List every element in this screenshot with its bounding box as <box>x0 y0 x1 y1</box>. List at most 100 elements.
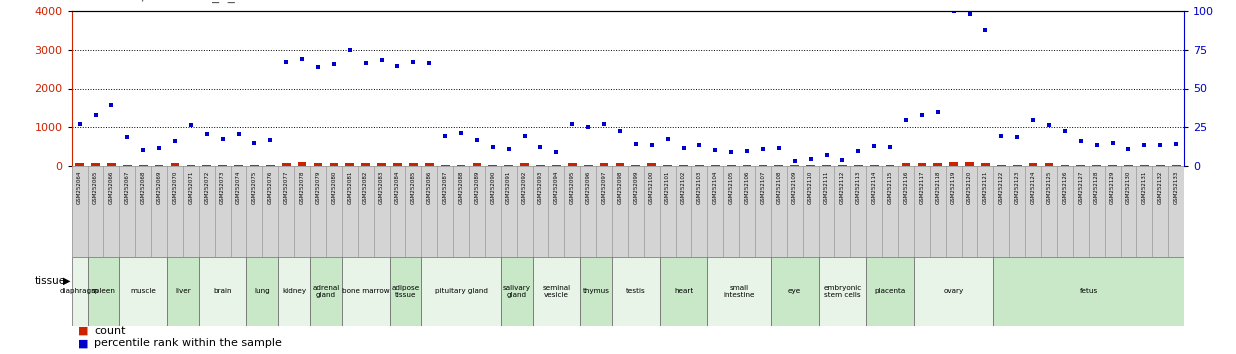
Bar <box>632 165 640 166</box>
Text: GSM252091: GSM252091 <box>507 171 512 204</box>
Point <box>1119 146 1138 152</box>
Point <box>928 109 948 115</box>
Bar <box>1028 163 1037 166</box>
Bar <box>854 165 863 166</box>
Text: fetus: fetus <box>1079 288 1098 294</box>
Text: GSM252102: GSM252102 <box>681 171 686 204</box>
Text: GSM252118: GSM252118 <box>936 171 941 204</box>
Text: GSM252098: GSM252098 <box>618 171 623 204</box>
Point <box>722 149 742 154</box>
Bar <box>1012 165 1022 166</box>
Point <box>912 112 932 118</box>
Point <box>1007 134 1027 139</box>
Text: GSM252130: GSM252130 <box>1126 171 1131 204</box>
Text: GSM252072: GSM252072 <box>204 171 209 204</box>
Point <box>388 63 408 69</box>
Point <box>514 133 534 139</box>
Bar <box>154 165 163 166</box>
Bar <box>91 163 100 166</box>
Bar <box>536 165 545 166</box>
Text: GSM252075: GSM252075 <box>252 171 257 204</box>
Bar <box>1172 165 1180 166</box>
Point <box>817 153 837 158</box>
Text: GSM252073: GSM252073 <box>220 171 225 204</box>
Text: GSM252113: GSM252113 <box>855 171 860 204</box>
Bar <box>310 257 342 326</box>
Bar <box>822 165 831 166</box>
Point <box>245 140 265 146</box>
Text: GSM252112: GSM252112 <box>840 171 845 204</box>
Bar <box>994 257 1184 326</box>
Point <box>801 156 821 161</box>
Bar <box>167 257 199 326</box>
Point <box>261 137 281 143</box>
Point <box>166 139 185 144</box>
Point <box>1039 122 1059 128</box>
Text: GSM252070: GSM252070 <box>173 171 178 204</box>
Text: thymus: thymus <box>582 288 609 294</box>
Point <box>197 132 216 137</box>
Bar <box>88 257 120 326</box>
Bar <box>171 163 179 166</box>
Text: kidney: kidney <box>282 288 307 294</box>
Bar <box>330 163 339 166</box>
Text: GSM252066: GSM252066 <box>109 171 114 204</box>
Bar <box>806 165 815 166</box>
Point <box>467 137 487 143</box>
Bar <box>997 165 1006 166</box>
Text: GSM252123: GSM252123 <box>1015 171 1020 204</box>
Bar <box>886 165 895 166</box>
Point <box>1086 142 1106 148</box>
Bar <box>278 257 310 326</box>
Point <box>101 102 121 108</box>
Point <box>1135 143 1154 148</box>
Text: small
intestine: small intestine <box>723 285 755 298</box>
Bar <box>870 165 879 166</box>
Text: diaphragm: diaphragm <box>61 288 99 294</box>
Point <box>769 145 789 150</box>
Bar <box>818 257 866 326</box>
Text: salivary
gland: salivary gland <box>503 285 530 298</box>
Text: GSM252088: GSM252088 <box>459 171 464 204</box>
Bar <box>707 257 771 326</box>
Bar <box>660 257 707 326</box>
Point <box>578 125 598 130</box>
Text: GSM252111: GSM252111 <box>824 171 829 204</box>
Text: ▶: ▶ <box>63 276 70 286</box>
Bar <box>219 165 227 166</box>
Text: eye: eye <box>789 288 801 294</box>
Bar <box>187 165 195 166</box>
Point <box>848 148 868 154</box>
Point <box>308 64 328 70</box>
Bar <box>456 165 466 166</box>
Bar <box>648 163 656 166</box>
Point <box>180 122 200 128</box>
Point <box>546 149 566 154</box>
Bar <box>933 163 942 166</box>
Point <box>340 47 360 53</box>
Bar <box>72 257 88 326</box>
Bar <box>981 163 990 166</box>
Text: GSM252116: GSM252116 <box>904 171 908 204</box>
Text: GSM252090: GSM252090 <box>491 171 496 204</box>
Point <box>1167 141 1187 147</box>
Text: GSM252133: GSM252133 <box>1174 171 1179 204</box>
Point <box>1070 139 1090 144</box>
Point <box>706 147 726 153</box>
Text: GSM252068: GSM252068 <box>141 171 146 204</box>
Point <box>595 121 614 126</box>
Point <box>292 56 311 62</box>
Bar <box>727 165 735 166</box>
Text: ■: ■ <box>78 338 88 348</box>
Bar <box>759 165 768 166</box>
Text: GSM252089: GSM252089 <box>475 171 480 204</box>
Point <box>69 121 89 127</box>
Text: bone marrow: bone marrow <box>342 288 389 294</box>
Text: GSM252083: GSM252083 <box>379 171 384 204</box>
Point <box>658 136 677 142</box>
Text: adipose
tissue: adipose tissue <box>392 285 419 298</box>
Point <box>372 58 392 63</box>
Bar <box>345 163 355 166</box>
Text: GSM252080: GSM252080 <box>331 171 336 204</box>
Bar <box>580 257 612 326</box>
